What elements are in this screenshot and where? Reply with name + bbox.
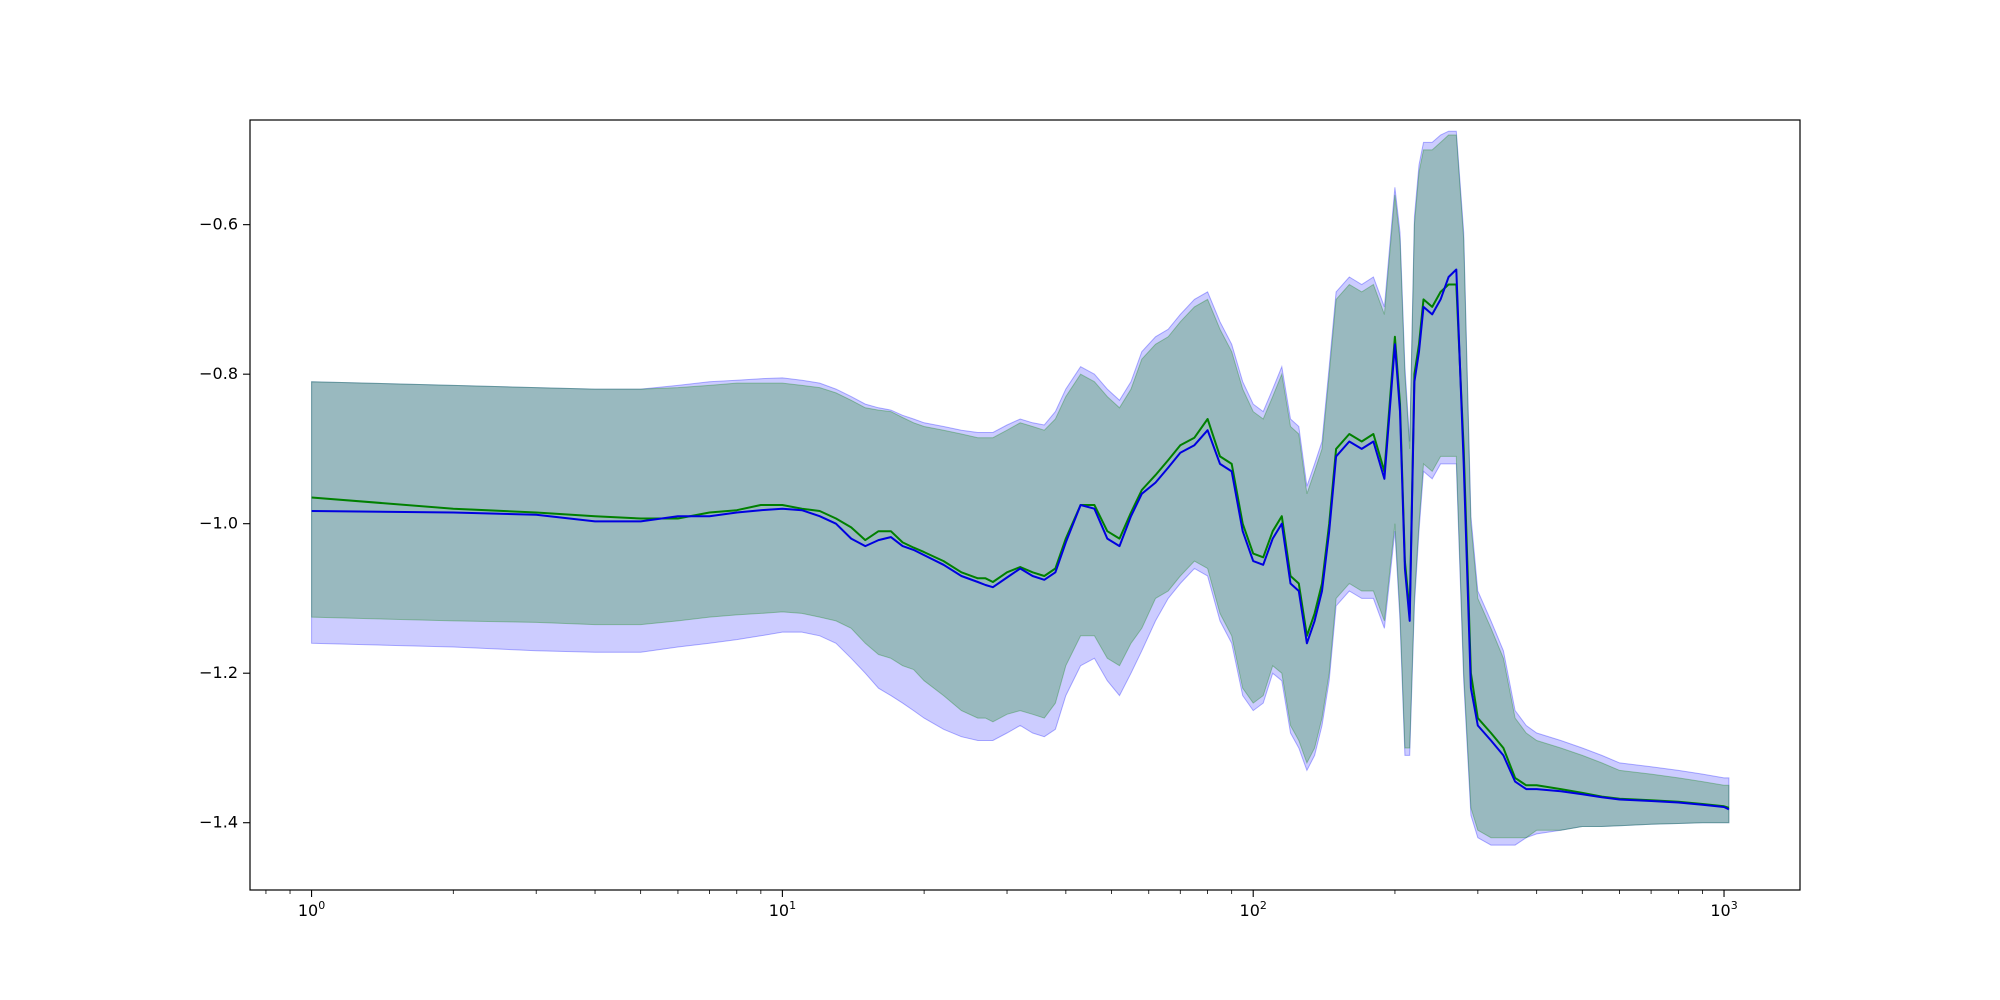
x-tick-base: 10 [1240,901,1260,920]
x-tick-label: 102 [1240,899,1267,920]
x-tick-label: 100 [298,899,325,920]
y-tick-label: −0.8 [199,364,238,383]
series-line-1 [311,283,1730,809]
y-tick-label: −0.6 [199,215,238,234]
x-tick-base: 10 [1710,901,1730,920]
x-tick-label: 103 [1710,899,1737,920]
series-lines [311,268,1730,811]
x-tick-base: 10 [769,901,789,920]
y-axis: −0.6 −0.8 −1.0 −1.2 −1.4 [199,215,250,832]
x-tick-exponent: 1 [789,899,796,912]
confidence-band-1 [311,134,1730,839]
plot-frame [249,119,1801,891]
x-axis: 100 101 102 103 [265,890,1738,920]
confidence-bands [311,130,1730,846]
x-tick-base: 10 [298,901,318,920]
y-tick-label: −1.2 [199,663,238,682]
y-tick-label: −1.0 [199,514,238,533]
x-tick-exponent: 0 [318,899,325,912]
x-tick-exponent: 3 [1731,899,1738,912]
confidence-band-2 [311,130,1730,846]
series-line-2 [311,268,1730,811]
x-tick-label: 101 [769,899,796,920]
y-tick-label: −1.4 [199,813,238,832]
x-tick-exponent: 2 [1260,899,1267,912]
